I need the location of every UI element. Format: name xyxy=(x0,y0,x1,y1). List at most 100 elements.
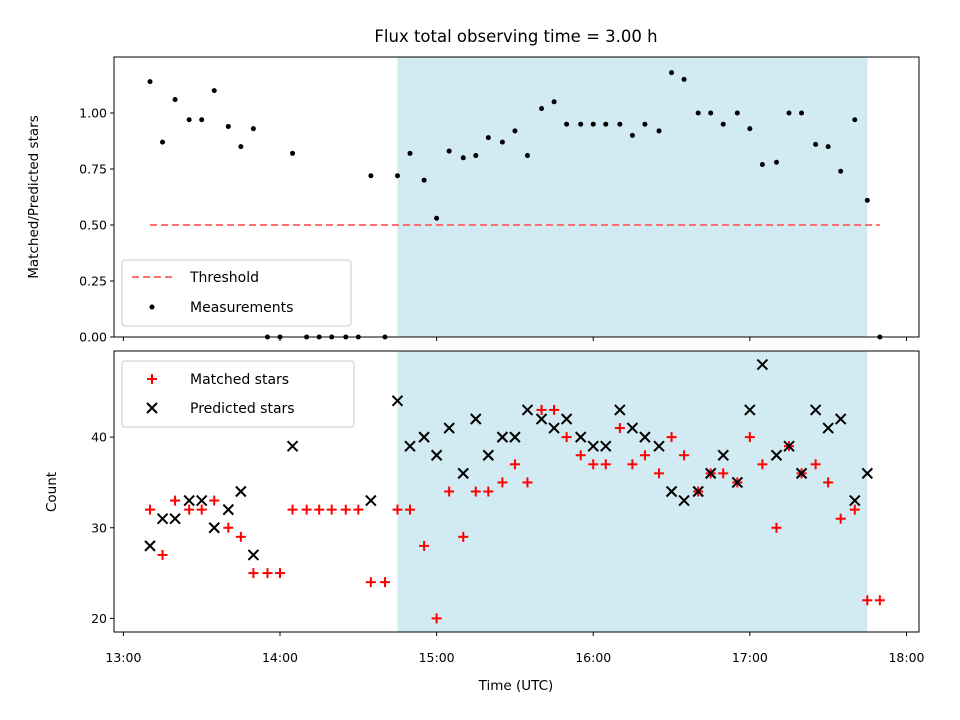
matched-star-point xyxy=(157,549,168,560)
measurement-point xyxy=(225,123,231,129)
bottom-x-tick-label: 14:00 xyxy=(262,650,298,665)
measurement-point xyxy=(603,121,609,127)
measurement-point xyxy=(485,135,491,141)
bottom-y-tick-label: 20 xyxy=(91,611,107,626)
predicted-star-point xyxy=(144,540,156,552)
legend-predicted-swatch xyxy=(146,402,158,414)
predicted-star-point xyxy=(731,476,744,489)
predicted-star-point-d2 xyxy=(849,494,861,507)
predicted-star-point xyxy=(834,413,847,425)
measurement-point xyxy=(250,126,256,132)
measurement-point xyxy=(642,121,648,127)
top-y-tick-label: 0.75 xyxy=(79,162,107,177)
predicted-star-point-d2 xyxy=(470,413,482,425)
measurement-point xyxy=(394,173,400,179)
bottom-legend: Matched stars Predicted stars xyxy=(121,360,355,428)
predicted-star-point-d2 xyxy=(795,467,808,480)
predicted-star-point-d2 xyxy=(548,422,560,434)
predicted-star-point xyxy=(286,440,299,452)
predicted-star-point xyxy=(626,422,639,434)
predicted-star-point-d2 xyxy=(756,358,769,371)
matched-star-point xyxy=(522,477,533,488)
top-panel: Flux total observing time = 3.00 h 0.00 0… xyxy=(26,27,920,345)
predicted-star-point xyxy=(783,440,795,452)
observing-window-shade xyxy=(397,57,868,337)
measurement-point xyxy=(695,110,701,116)
measurement-point xyxy=(825,144,831,150)
measurement-point xyxy=(786,110,792,116)
matched-star-point xyxy=(223,522,234,533)
bottom-y-axis-label: Count xyxy=(44,472,60,512)
predicted-star-point-d2 xyxy=(665,485,678,498)
predicted-star-point-d2 xyxy=(247,549,260,561)
bottom-y-tick-label: 40 xyxy=(91,430,107,445)
measurement-point xyxy=(421,177,427,183)
predicted-star-point-d2 xyxy=(144,540,156,552)
matched-star-point xyxy=(340,504,351,515)
measurement-point xyxy=(656,128,662,134)
chart-title: Flux total observing time = 3.00 h xyxy=(374,27,657,46)
predicted-star-point-d2 xyxy=(770,449,783,461)
measurement-point xyxy=(773,159,779,165)
bottom-y-tick-label: 30 xyxy=(91,520,107,535)
predicted-star-point-d2 xyxy=(614,404,626,416)
predicted-star-point-d2 xyxy=(834,413,847,425)
predicted-star-point xyxy=(704,467,717,480)
matched-star-point xyxy=(405,504,416,515)
predicted-star-point xyxy=(156,512,169,525)
matched-star-point xyxy=(458,531,469,542)
matched-star-point xyxy=(145,504,156,515)
predicted-star-point-d2 xyxy=(443,422,455,434)
predicted-star-point-d2 xyxy=(222,503,235,516)
measurement-point xyxy=(172,97,178,103)
predicted-star-point xyxy=(169,512,181,525)
matched-star-point xyxy=(287,504,298,515)
legend-matched-label: Matched stars xyxy=(190,372,289,388)
predicted-star-point xyxy=(470,413,482,425)
predicted-star-point-d2 xyxy=(731,476,744,489)
measurement-point xyxy=(199,117,205,123)
predicted-star-point xyxy=(600,440,612,452)
measurement-point xyxy=(799,110,805,116)
predicted-star-point xyxy=(404,440,416,452)
matched-star-point xyxy=(275,568,286,579)
predicted-star-point-d2 xyxy=(678,494,690,507)
measurement-point xyxy=(617,121,623,127)
matched-star-point xyxy=(823,477,834,488)
top-y-tick-label: 1.00 xyxy=(79,106,107,121)
measurement-point xyxy=(473,153,479,159)
predicted-star-point-d2 xyxy=(482,449,495,461)
top-axes-frame xyxy=(113,56,920,338)
matched-star-point xyxy=(744,432,755,443)
matched-star-point xyxy=(588,459,599,470)
predicted-star-point-d2 xyxy=(653,440,665,452)
predicted-star-point xyxy=(496,431,509,443)
predicted-star-point xyxy=(822,422,834,434)
predicted-star-point xyxy=(535,413,548,425)
measurement-point xyxy=(838,168,844,174)
measurement-point xyxy=(720,121,726,127)
predicted-star-point-d2 xyxy=(783,440,795,452)
observing-window-shade xyxy=(397,351,868,632)
predicted-star-point xyxy=(208,522,220,534)
matched-star-point xyxy=(718,468,729,479)
predicted-star-point xyxy=(849,494,861,507)
predicted-star-point-d2 xyxy=(183,494,195,507)
predicted-star-point-d2 xyxy=(809,404,822,416)
measurement-point xyxy=(590,121,596,127)
bottom-x-tick-label: 15:00 xyxy=(419,650,455,665)
top-y-tick-label: 0.00 xyxy=(79,330,107,345)
predicted-star-point xyxy=(795,467,808,480)
predicted-star-point xyxy=(183,494,195,507)
predicted-star-point xyxy=(809,404,822,416)
x-axis-label: Time (UTC) xyxy=(478,678,554,694)
measurement-point xyxy=(747,126,753,132)
predicted-star-point xyxy=(639,431,651,443)
top-y-tick-label: 0.25 xyxy=(79,274,107,289)
predicted-star-point xyxy=(247,549,260,561)
measurement-point xyxy=(864,197,870,203)
predicted-star-point-d2 xyxy=(235,485,247,498)
matched-star-point xyxy=(262,568,273,579)
measurement-point xyxy=(238,144,244,150)
matched-star-point xyxy=(757,459,768,470)
